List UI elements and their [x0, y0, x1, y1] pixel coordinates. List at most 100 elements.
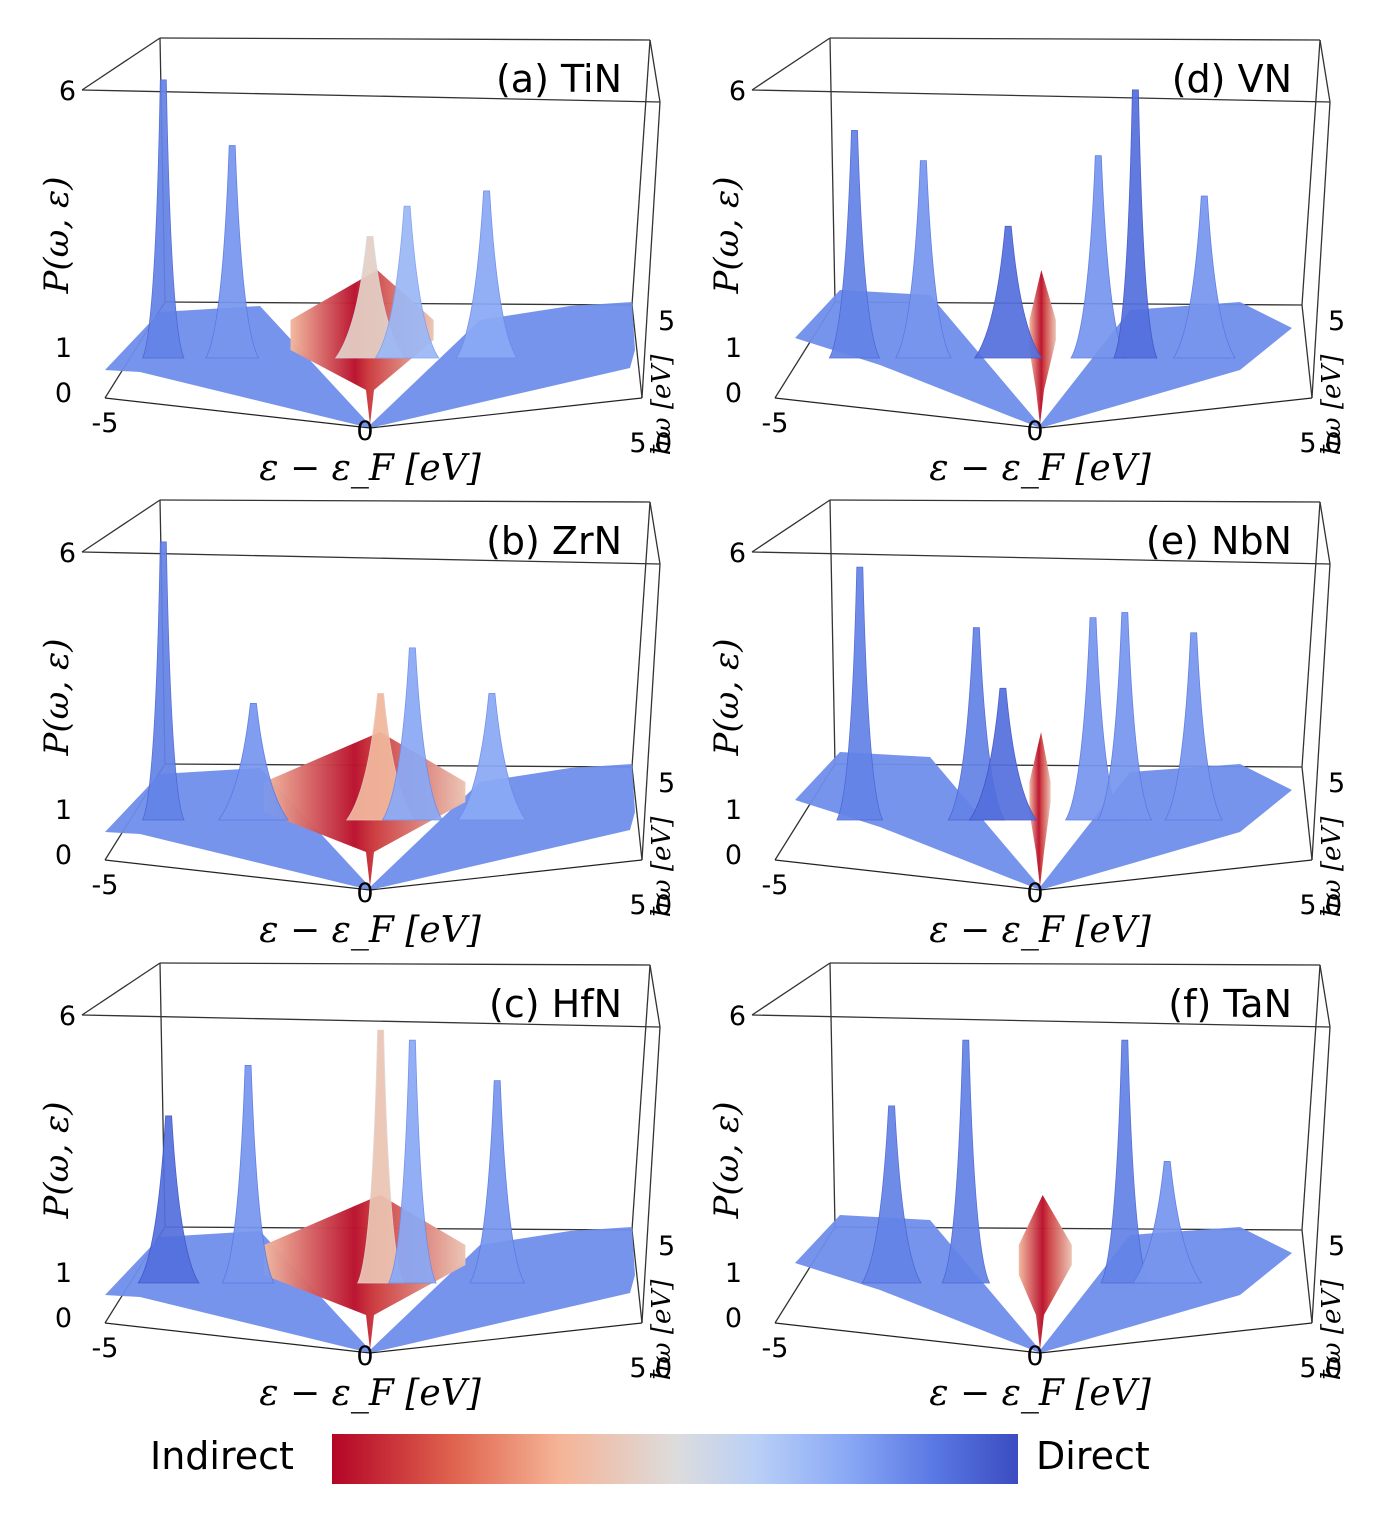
box-edge — [1311, 101, 1331, 399]
x-axis-label: ε − ε_F [eV] — [929, 910, 1151, 951]
y-tick-label: 1 — [725, 333, 742, 364]
surface-peak — [142, 541, 185, 821]
box-edge — [751, 89, 1331, 103]
y-axis-label: P(ω, ε) — [37, 1102, 77, 1220]
z-tick-label: 0 — [655, 890, 672, 921]
indirect-region — [1029, 270, 1056, 425]
y-axis-label: P(ω, ε) — [707, 1102, 747, 1220]
box-edge — [1311, 1026, 1331, 1324]
x-tick-label: 0 — [1026, 416, 1043, 447]
surface-peak — [469, 1080, 526, 1284]
surface-peak — [861, 1105, 922, 1284]
x-tick-label: -5 — [762, 1333, 789, 1364]
front-axis-left — [774, 859, 1041, 891]
box-edge — [81, 37, 161, 91]
surface-peak — [968, 687, 1038, 821]
y-tick-label: 0 — [55, 840, 72, 871]
front-axis-left — [104, 397, 371, 429]
surface-peak — [455, 190, 518, 359]
box-edge — [1301, 304, 1313, 399]
box-edge — [751, 37, 831, 91]
box-edge — [751, 551, 1331, 565]
z-tick-label: 5 — [658, 768, 675, 799]
box-edge — [1301, 964, 1321, 1231]
y-tick-label: 0 — [725, 840, 742, 871]
box-edge — [829, 37, 1321, 41]
box-edge — [751, 1014, 1331, 1028]
box-edge — [829, 499, 836, 765]
box-edge — [829, 962, 836, 1228]
box-edge — [751, 499, 831, 553]
x-axis-label: ε − ε_F [eV] — [259, 448, 481, 489]
surface-peak — [1172, 195, 1236, 359]
box-edge — [631, 304, 643, 399]
front-axis-right — [1039, 397, 1313, 429]
panel-title: (d) VN — [1172, 57, 1292, 101]
x-tick-label: 5 — [1299, 890, 1316, 921]
surface-peak — [1132, 1161, 1203, 1284]
x-tick-label: -5 — [762, 870, 789, 901]
panel-title: (b) ZrN — [486, 519, 622, 563]
box-edge — [159, 499, 651, 503]
box-edge — [1301, 501, 1321, 768]
z-tick-label: 5 — [658, 1231, 675, 1262]
surface-peak — [217, 703, 289, 821]
z-tick-label: 5 — [658, 306, 675, 337]
front-axis-right — [1039, 1322, 1313, 1354]
z-tick-label: 0 — [1325, 428, 1342, 459]
x-axis-label: ε − ε_F [eV] — [259, 910, 481, 951]
y-tick-label: 0 — [55, 378, 72, 409]
surface-floor — [795, 752, 1292, 890]
x-tick-label: 0 — [356, 416, 373, 447]
box-edge — [641, 563, 661, 861]
z-tick-label: 0 — [1325, 1353, 1342, 1384]
front-axis-left — [774, 397, 1041, 429]
surface-peak — [374, 205, 440, 359]
x-tick-label: -5 — [92, 870, 119, 901]
surface-peak — [142, 79, 185, 359]
y-axis-label: P(ω, ε) — [37, 177, 77, 295]
box-edge — [751, 962, 831, 1016]
y-tick-label: 6 — [59, 1001, 76, 1032]
x-tick-label: 5 — [1299, 428, 1316, 459]
box-edge — [829, 962, 1321, 966]
colorbar: Indirect Direct — [150, 1428, 1180, 1498]
indirect-region — [1029, 732, 1051, 887]
z-tick-label: 5 — [1328, 768, 1345, 799]
x-tick-label: 0 — [356, 1341, 373, 1372]
x-tick-label: -5 — [762, 408, 789, 439]
y-tick-label: 6 — [729, 1001, 746, 1032]
surface-peak — [205, 145, 260, 359]
x-tick-label: -5 — [92, 408, 119, 439]
box-edge — [81, 1014, 661, 1028]
surface-peak — [941, 1039, 991, 1284]
surface-peak — [381, 647, 444, 821]
surface-peak — [221, 1065, 275, 1284]
surface-peak — [1100, 1039, 1150, 1284]
y-tick-label: 1 — [55, 1258, 72, 1289]
x-tick-label: 5 — [629, 428, 646, 459]
z-tick-label: 5 — [1328, 306, 1345, 337]
y-tick-label: 0 — [725, 378, 742, 409]
box-edge — [829, 499, 1321, 503]
y-tick-label: 0 — [725, 1303, 742, 1334]
z-axis-label: ħω [eV] — [1317, 816, 1347, 918]
surface-peak — [1164, 632, 1224, 821]
colorbar-right-label: Direct — [1036, 1434, 1150, 1478]
panel-a: (a) TiN -5 0 5 0 1 6 0 5 ε − ε_F [eV] P(ω, ε) ħω [e… — [10, 20, 690, 500]
box-edge — [641, 1026, 661, 1324]
panel-c: (c) HfN -5 0 5 0 1 6 0 5 ε − ε_F [eV] P(ω, ε) ħω [e… — [10, 945, 690, 1425]
y-tick-label: 1 — [725, 795, 742, 826]
x-tick-label: 5 — [629, 1353, 646, 1384]
z-axis-label: ħω [eV] — [647, 1279, 677, 1381]
front-axis-right — [369, 397, 643, 429]
front-axis-left — [104, 859, 371, 891]
front-axis-right — [1039, 859, 1313, 891]
y-axis-label: P(ω, ε) — [707, 639, 747, 757]
box-edge — [1319, 39, 1331, 103]
box-edge — [81, 89, 661, 103]
